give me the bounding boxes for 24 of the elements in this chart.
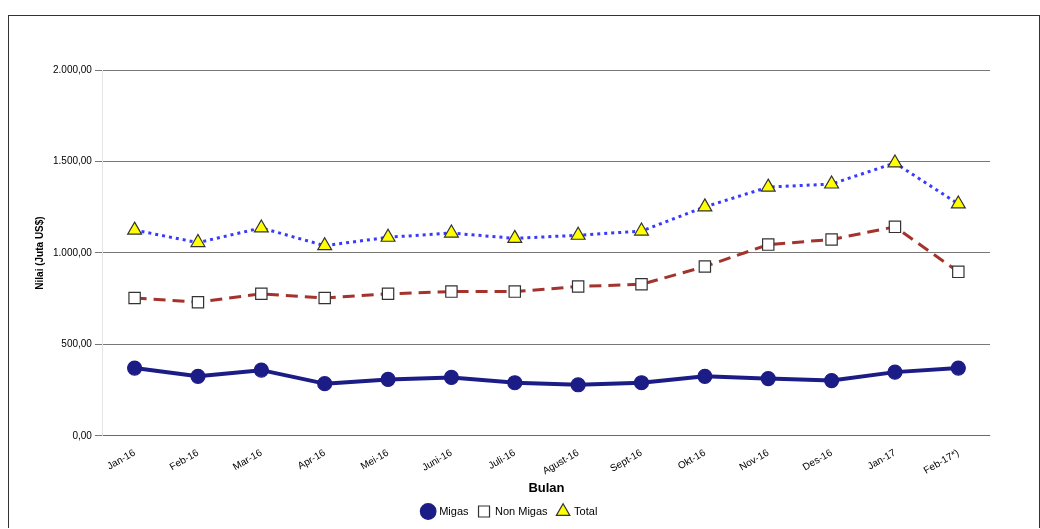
point	[380, 371, 396, 388]
point	[443, 369, 460, 386]
point	[570, 377, 586, 393]
y-axis-title: Nilai (Juta US$)	[33, 216, 45, 290]
point	[507, 375, 523, 391]
point	[253, 362, 269, 378]
y-tick-label: 1.000,00	[52, 246, 93, 258]
y-tick-label: 2.000,00	[52, 63, 93, 75]
point	[633, 375, 650, 391]
point	[760, 370, 776, 387]
y-tick-label: 0,00	[72, 429, 93, 441]
point	[317, 376, 333, 392]
legend-label: Migas	[439, 504, 470, 517]
legend-label: Non Migas	[495, 504, 549, 517]
point	[823, 372, 840, 389]
point	[190, 368, 206, 384]
legend-label: Total	[574, 504, 598, 517]
point	[950, 360, 966, 376]
point	[887, 364, 903, 380]
x-axis-title: Bulan	[528, 479, 565, 495]
y-tick-label: 500,00	[61, 338, 93, 350]
point	[697, 368, 713, 384]
point	[127, 360, 143, 376]
y-tick-label: 1.500,00	[52, 155, 93, 167]
